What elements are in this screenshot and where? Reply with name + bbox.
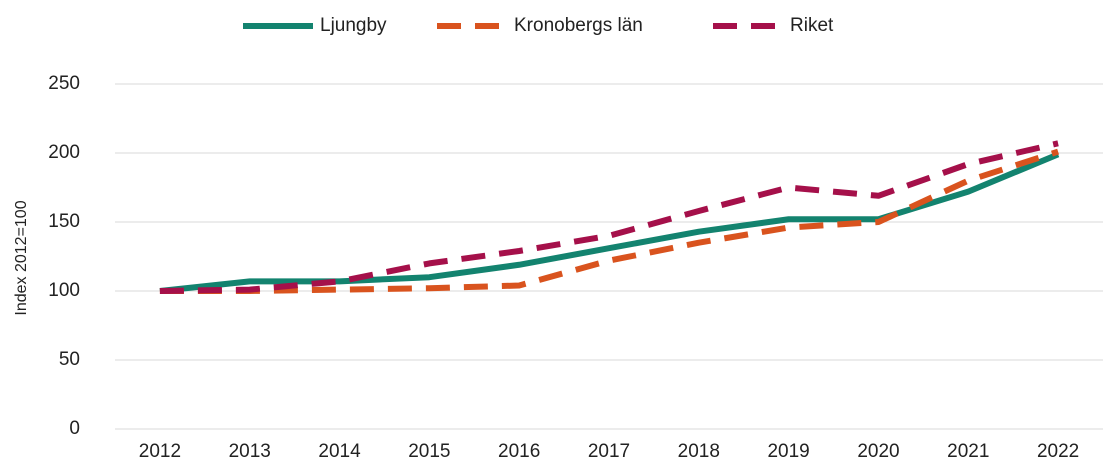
x-tick-label: 2022 [1037, 441, 1079, 462]
series-line [159, 151, 1060, 294]
x-tick-label: 2020 [857, 441, 899, 462]
y-tick-label: 0 [69, 418, 80, 439]
series-line [159, 140, 1059, 294]
x-tick-label: 2012 [139, 441, 181, 462]
x-tick-label: 2018 [678, 441, 720, 462]
x-tick-label: 2021 [947, 441, 989, 462]
x-tick-label: 2014 [318, 441, 361, 462]
y-axis-label: Index 2012=100 [13, 200, 30, 315]
x-tick-label: 2019 [767, 441, 809, 462]
y-tick-label: 100 [48, 280, 80, 301]
x-tick-label: 2016 [498, 441, 540, 462]
y-tick-label: 150 [48, 211, 80, 232]
y-tick-label: 50 [59, 349, 80, 370]
legend-label: Ljungby [320, 15, 387, 36]
y-tick-label: 250 [48, 73, 80, 94]
y-tick-label: 200 [48, 142, 80, 163]
series-line [159, 148, 1060, 294]
x-tick-label: 2015 [408, 441, 450, 462]
legend-label: Riket [790, 15, 834, 36]
x-tick-label: 2017 [588, 441, 630, 462]
legend-label: Kronobergs län [514, 15, 643, 36]
x-tick-label: 2013 [229, 441, 271, 462]
